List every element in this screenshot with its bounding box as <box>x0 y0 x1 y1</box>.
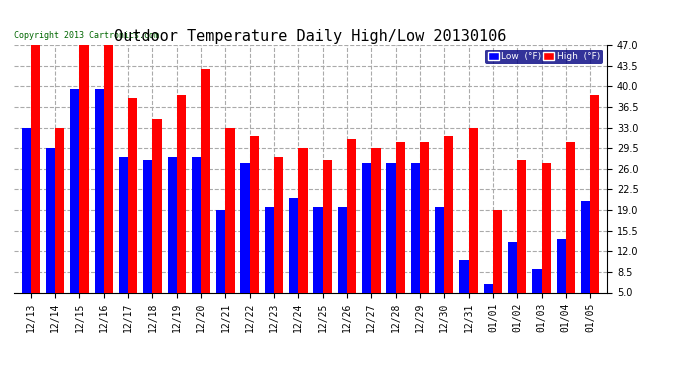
Bar <box>216 210 226 292</box>
Bar <box>420 142 429 292</box>
Bar <box>298 148 308 292</box>
Bar <box>144 160 152 292</box>
Bar <box>581 201 590 292</box>
Bar <box>79 45 89 292</box>
Bar <box>128 98 137 292</box>
Bar <box>557 240 566 292</box>
Bar <box>70 89 79 292</box>
Bar <box>460 260 469 292</box>
Bar <box>265 207 274 292</box>
Bar <box>104 45 113 292</box>
Bar <box>362 163 371 292</box>
Bar <box>532 269 542 292</box>
Bar <box>119 157 128 292</box>
Bar <box>95 89 103 292</box>
Bar <box>226 128 235 292</box>
Bar <box>240 163 250 292</box>
Bar <box>31 45 40 292</box>
Bar <box>168 157 177 292</box>
Bar <box>566 142 575 292</box>
Bar <box>313 207 323 292</box>
Bar <box>371 148 381 292</box>
Bar <box>444 136 453 292</box>
Legend: Low  (°F), High  (°F): Low (°F), High (°F) <box>485 50 602 64</box>
Bar <box>508 242 518 292</box>
Bar <box>46 148 55 292</box>
Bar <box>250 136 259 292</box>
Bar <box>201 69 210 292</box>
Bar <box>323 160 332 292</box>
Bar <box>484 284 493 292</box>
Bar <box>518 160 526 292</box>
Bar <box>289 198 298 292</box>
Bar <box>590 95 600 292</box>
Bar <box>435 207 444 292</box>
Bar <box>469 128 477 292</box>
Bar <box>411 163 420 292</box>
Bar <box>493 210 502 292</box>
Bar <box>192 157 201 292</box>
Bar <box>55 128 64 292</box>
Title: Outdoor Temperature Daily High/Low 20130106: Outdoor Temperature Daily High/Low 20130… <box>115 29 506 44</box>
Bar <box>337 207 347 292</box>
Bar <box>542 163 551 292</box>
Bar <box>274 157 284 292</box>
Text: Copyright 2013 Cartronics.com: Copyright 2013 Cartronics.com <box>14 31 159 40</box>
Bar <box>386 163 395 292</box>
Bar <box>177 95 186 292</box>
Bar <box>395 142 405 292</box>
Bar <box>21 128 31 292</box>
Bar <box>152 118 161 292</box>
Bar <box>347 139 356 292</box>
